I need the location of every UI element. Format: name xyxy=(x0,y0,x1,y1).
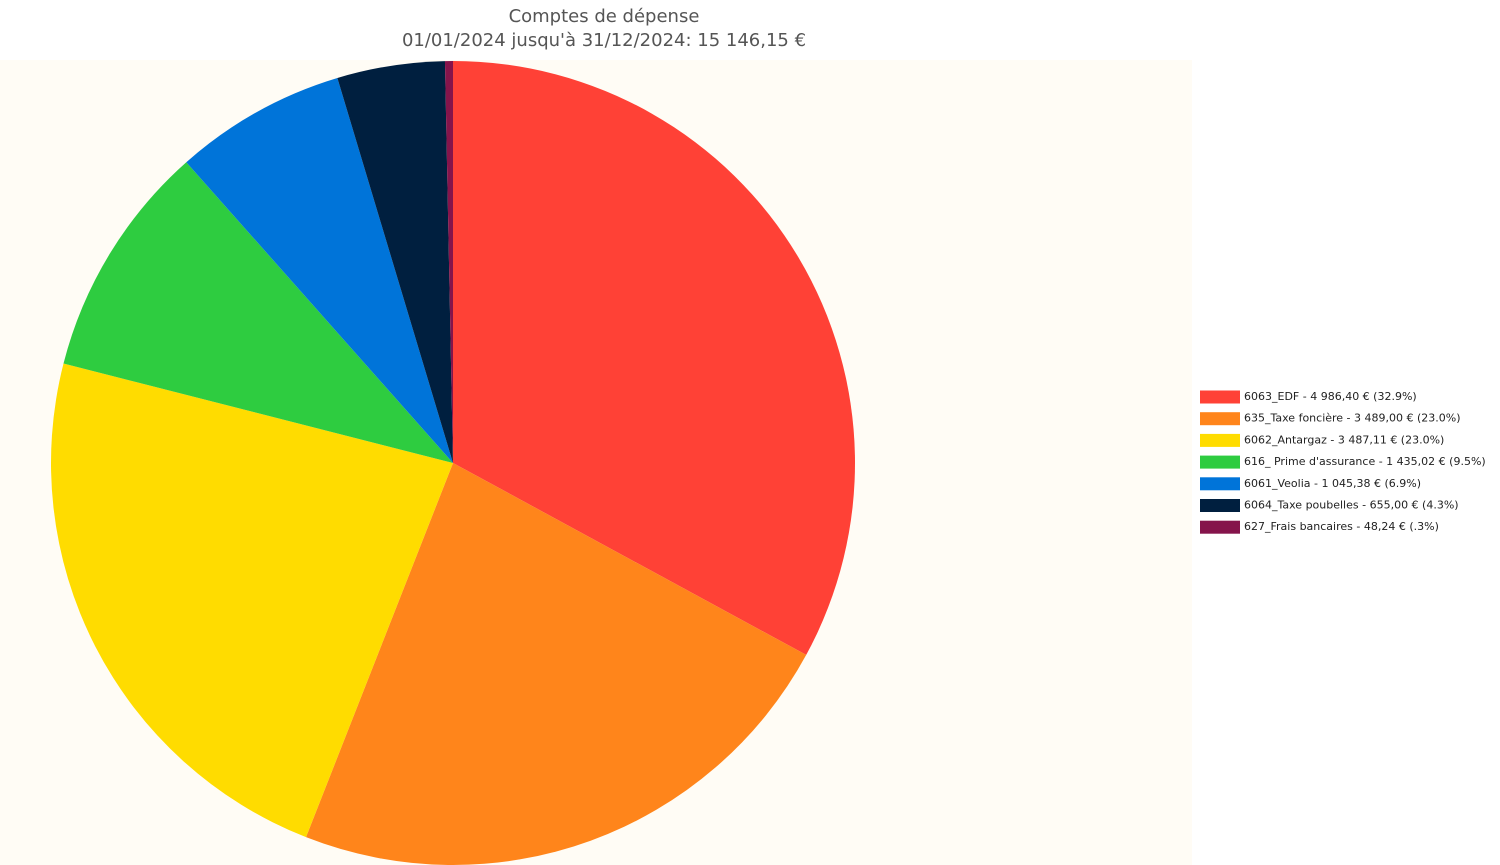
pie-slice xyxy=(453,61,855,655)
legend-label: 6064_Taxe poubelles - 655,00 € (4.3%) xyxy=(1244,499,1459,512)
legend-label: 627_Frais bancaires - 48,24 € (.3%) xyxy=(1244,520,1439,533)
chart-title: Comptes de dépense xyxy=(509,6,700,27)
legend-swatch xyxy=(1200,412,1240,426)
legend-label: 635_Taxe foncière - 3 489,00 € (23.0%) xyxy=(1244,412,1461,425)
pie-slice xyxy=(63,162,454,463)
legend-swatch xyxy=(1200,477,1240,491)
legend-swatch xyxy=(1200,455,1240,469)
legend-swatch xyxy=(1200,499,1240,512)
pie-slice xyxy=(306,463,807,865)
legend-swatch xyxy=(1200,390,1240,404)
pie-slice xyxy=(51,363,453,838)
legend-label: 6063_EDF - 4 986,40 € (32.9%) xyxy=(1244,390,1417,403)
legend-swatch xyxy=(1200,433,1240,447)
pie-slice xyxy=(444,61,453,463)
chart-subtitle: 01/01/2024 jusqu'à 31/12/2024: 15 146,15… xyxy=(402,30,806,51)
legend-label: 6062_Antargaz - 3 487,11 € (23.0%) xyxy=(1244,433,1444,446)
pie-slice xyxy=(186,77,454,463)
legend-swatch xyxy=(1200,520,1240,534)
legend-label: 6061_Veolia - 1 045,38 € (6.9%) xyxy=(1244,477,1421,490)
pie-slice xyxy=(337,61,453,463)
legend-label: 616_ Prime d'assurance - 1 435,02 € (9.5… xyxy=(1244,455,1486,468)
